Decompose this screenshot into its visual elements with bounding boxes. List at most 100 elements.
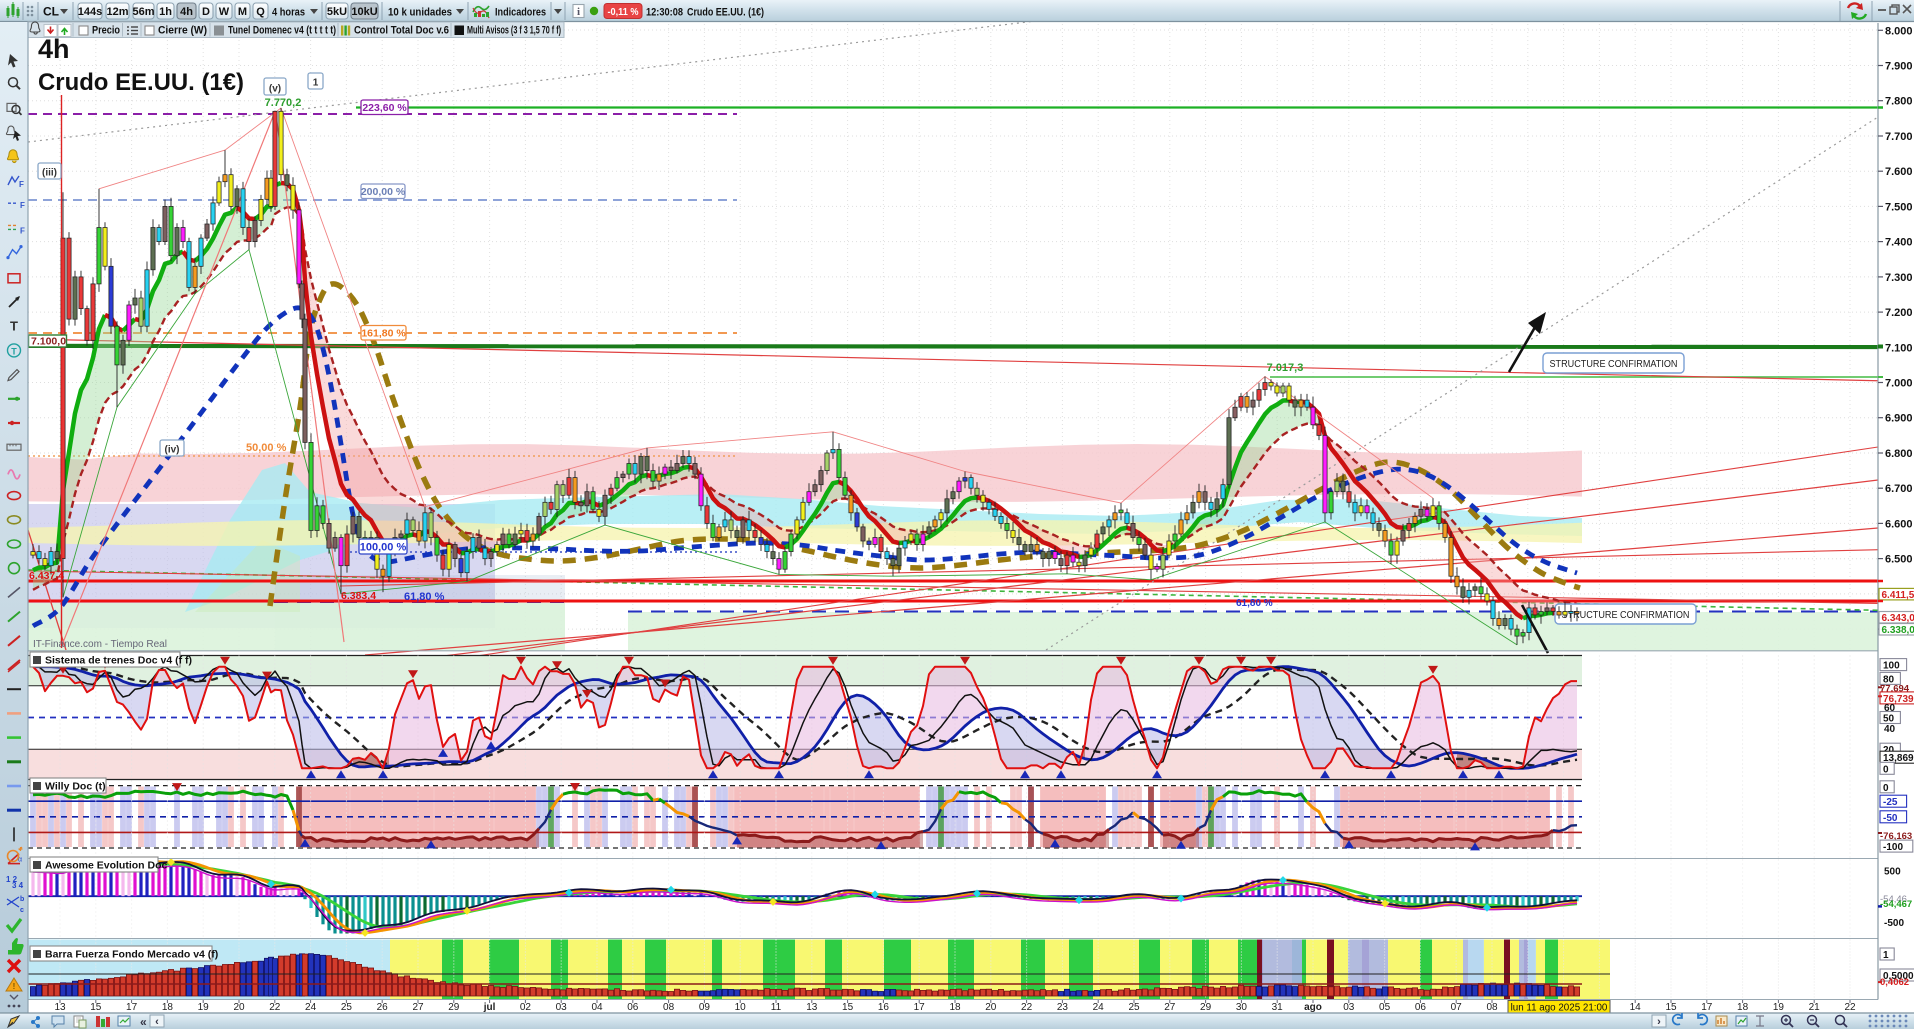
svg-text:18: 18 [162,1002,174,1013]
svg-text:1: 1 [313,78,319,89]
svg-text:‹: ‹ [155,1016,159,1028]
svg-text:6.900: 6.900 [1885,413,1913,425]
svg-text:«: « [140,1015,147,1029]
svg-text:17: 17 [1701,1002,1713,1013]
svg-text:12m: 12m [106,6,128,18]
svg-text:!: ! [13,982,16,991]
svg-text:14: 14 [1630,1002,1642,1013]
svg-text:10: 10 [735,1002,747,1013]
svg-text:4h: 4h [38,34,70,64]
svg-text:18: 18 [1737,1002,1749,1013]
svg-text:61,80 %: 61,80 % [404,591,445,603]
svg-text:08: 08 [663,1002,675,1013]
svg-text:50,00 %: 50,00 % [246,442,287,454]
svg-text:40: 40 [1884,724,1896,735]
svg-text:24: 24 [1093,1002,1105,1013]
svg-text:7.800: 7.800 [1885,96,1913,108]
svg-text:ago: ago [1304,1002,1322,1013]
svg-text:Precio: Precio [92,25,120,37]
svg-text:13: 13 [806,1002,818,1013]
svg-text:IT-Finance.com - Tiempo Real: IT-Finance.com - Tiempo Real [33,639,167,650]
svg-text:22: 22 [269,1002,281,1013]
svg-text:144s: 144s [78,6,102,18]
svg-text:25: 25 [1128,1002,1140,1013]
svg-text:T: T [11,346,17,356]
svg-text:STRUCTURE CONFIRMATION: STRUCTURE CONFIRMATION [1562,610,1690,621]
svg-text:19: 19 [198,1002,210,1013]
svg-text:1h: 1h [159,6,172,18]
svg-text:M: M [238,6,247,18]
svg-text:03: 03 [1343,1002,1355,1013]
svg-text:Control Total Doc v.6: Control Total Doc v.6 [354,25,449,37]
svg-text:Indicadores: Indicadores [495,7,546,19]
svg-text:10 k unidades: 10 k unidades [388,7,452,19]
svg-text:22: 22 [1021,1002,1033,1013]
svg-text:100,00 %: 100,00 % [360,542,407,554]
svg-text:(iii): (iii) [42,168,57,179]
svg-text:56m: 56m [132,6,154,18]
svg-text:7.700: 7.700 [1885,131,1913,143]
svg-text:11: 11 [771,1002,782,1013]
svg-text:6.700: 6.700 [1885,483,1913,495]
svg-text:›: › [1657,1016,1661,1028]
svg-text:21: 21 [1809,1002,1821,1013]
svg-text:1 2: 1 2 [6,875,18,884]
svg-text:i: i [577,6,580,18]
svg-text:lun 11 ago 2025 21:00: lun 11 ago 2025 21:00 [1511,1003,1608,1014]
svg-text:(iv): (iv) [165,445,180,456]
svg-text:F: F [19,180,24,189]
svg-text:8.000: 8.000 [1885,25,1913,37]
svg-text:α: α [18,857,22,864]
svg-text:23: 23 [1057,1002,1069,1013]
svg-text:50: 50 [1883,714,1895,725]
svg-text:0: 0 [1883,783,1889,794]
svg-text:7.500: 7.500 [1885,201,1913,213]
svg-text:D: D [202,6,210,18]
svg-text:77,694: 77,694 [1880,683,1910,694]
svg-text:Tunel Domenec v4 (t t t t t): Tunel Domenec v4 (t t t t t) [228,25,336,37]
svg-text:05: 05 [1379,1002,1391,1013]
svg-text:100: 100 [1883,661,1900,672]
svg-text:3 4: 3 4 [12,881,24,890]
svg-text:-500: -500 [1884,918,1904,929]
svg-text:Barra Fuerza Fondo Mercado v4: Barra Fuerza Fondo Mercado v4 (f) [45,949,218,961]
svg-text:Awesome Evolution Doc: Awesome Evolution Doc [45,860,167,872]
svg-text:17: 17 [914,1002,926,1013]
svg-text:6.800: 6.800 [1885,448,1913,460]
svg-text:02: 02 [520,1002,532,1013]
svg-text:0,4062: 0,4062 [1880,977,1909,988]
svg-text:31: 31 [1272,1002,1284,1013]
svg-text:-54,46: -54,46 [1880,894,1907,905]
svg-text:6.437,4: 6.437,4 [29,570,64,582]
svg-text:T: T [10,319,18,334]
svg-text:200,00 %: 200,00 % [361,186,406,198]
svg-text:29: 29 [448,1002,460,1013]
svg-text:25: 25 [341,1002,353,1013]
svg-text:0,5000: 0,5000 [1883,971,1914,982]
svg-text:Willy Doc (t): Willy Doc (t) [45,781,106,793]
svg-text:7.300: 7.300 [1885,272,1913,284]
svg-text:Crudo EE.UU. (1€): Crudo EE.UU. (1€) [38,69,244,96]
svg-text:24: 24 [305,1002,317,1013]
svg-text:W: W [219,6,230,18]
svg-text:c: c [20,907,24,914]
svg-text:223,60 %: 223,60 % [362,102,407,114]
svg-text:27: 27 [1164,1002,1176,1013]
svg-text:60: 60 [1884,703,1896,714]
svg-text:6.343,0: 6.343,0 [1882,613,1914,624]
svg-text:80: 80 [1883,674,1895,685]
svg-text:6.600: 6.600 [1885,518,1913,530]
svg-text:-25: -25 [1883,797,1898,808]
svg-text:-100: -100 [1883,842,1903,853]
svg-text:4 horas: 4 horas [272,7,305,19]
svg-text:61,80 %: 61,80 % [1236,598,1273,609]
svg-text:7.017,3: 7.017,3 [1267,362,1304,374]
svg-text:18: 18 [949,1002,961,1013]
svg-text:Q: Q [256,6,265,18]
svg-text:Crudo EE.UU. (1€): Crudo EE.UU. (1€) [687,7,764,19]
svg-text:Sistema de trenes Doc v4 (f f): Sistema de trenes Doc v4 (f f) [45,655,192,667]
svg-text:5kU: 5kU [327,6,347,18]
svg-text:6.411,5: 6.411,5 [1882,590,1914,601]
svg-text:08: 08 [1486,1002,1498,1013]
svg-text:20: 20 [233,1002,245,1013]
